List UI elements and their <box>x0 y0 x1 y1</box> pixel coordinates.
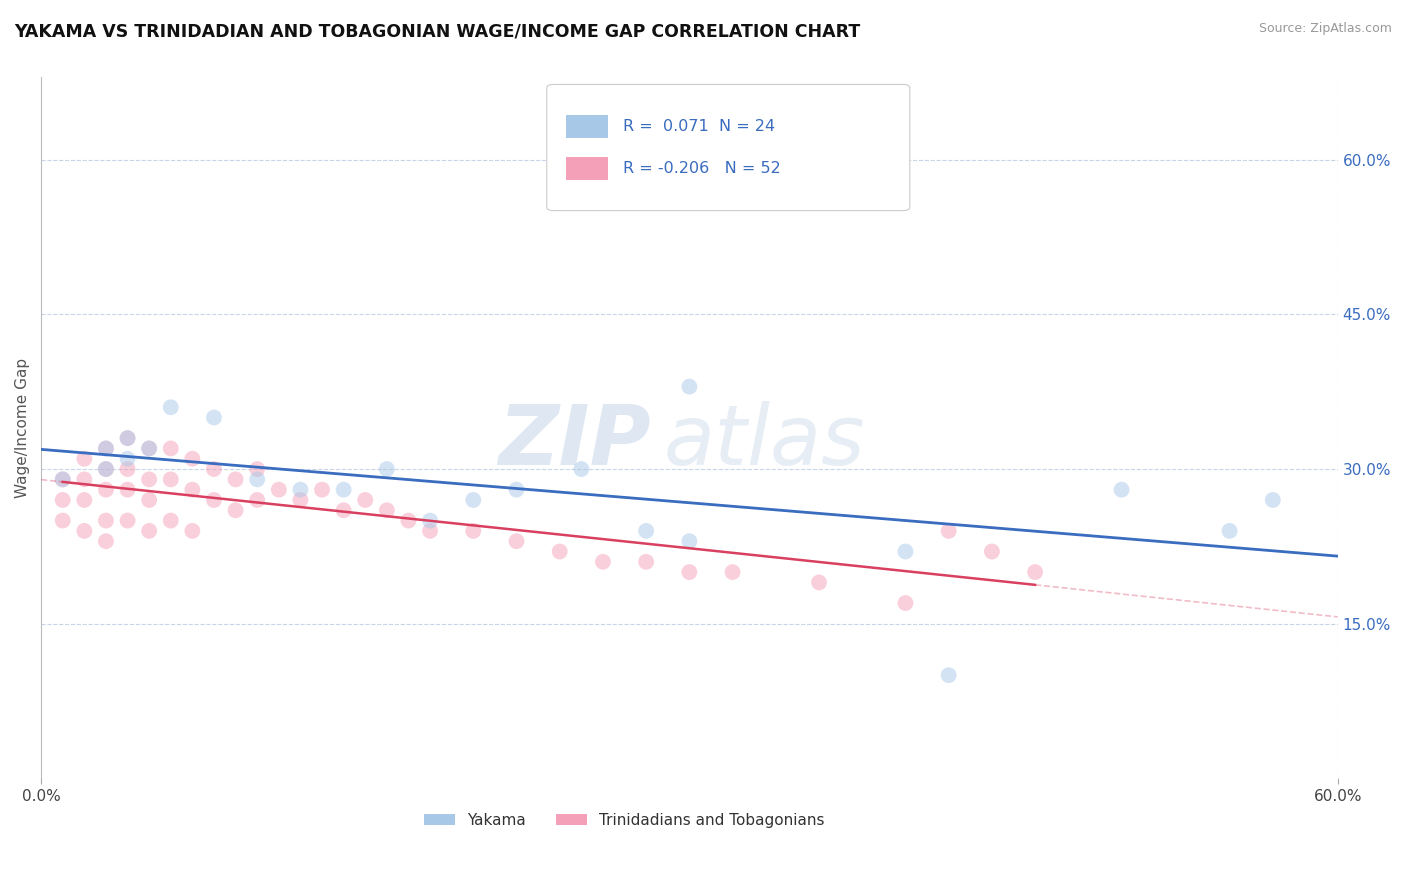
Point <box>159 401 181 415</box>
Point <box>202 493 225 508</box>
Point <box>117 431 139 445</box>
Point <box>311 483 333 497</box>
Point <box>894 596 917 610</box>
Point <box>894 544 917 558</box>
Point <box>202 462 225 476</box>
Point <box>159 442 181 456</box>
Point <box>592 555 614 569</box>
Text: Source: ZipAtlas.com: Source: ZipAtlas.com <box>1258 22 1392 36</box>
Point <box>94 462 117 476</box>
Point <box>569 462 592 476</box>
Point <box>419 514 441 528</box>
Point <box>138 524 160 538</box>
FancyBboxPatch shape <box>547 85 910 211</box>
Point <box>290 493 312 508</box>
Point <box>73 524 96 538</box>
Point <box>138 442 160 456</box>
Point <box>678 565 700 579</box>
Point <box>1111 483 1133 497</box>
Text: R =  0.071  N = 24: R = 0.071 N = 24 <box>623 119 775 134</box>
Point <box>117 483 139 497</box>
FancyBboxPatch shape <box>567 115 607 137</box>
Point <box>721 565 744 579</box>
Point <box>419 524 441 538</box>
Point <box>808 575 831 590</box>
Text: YAKAMA VS TRINIDADIAN AND TOBAGONIAN WAGE/INCOME GAP CORRELATION CHART: YAKAMA VS TRINIDADIAN AND TOBAGONIAN WAG… <box>14 22 860 40</box>
Point <box>94 442 117 456</box>
Point <box>636 524 658 538</box>
Point <box>332 503 354 517</box>
Legend: Yakama, Trinidadians and Tobagonians: Yakama, Trinidadians and Tobagonians <box>418 806 831 834</box>
Y-axis label: Wage/Income Gap: Wage/Income Gap <box>15 358 30 498</box>
Point <box>980 544 1002 558</box>
Point <box>375 503 398 517</box>
Point <box>1219 524 1241 538</box>
Point <box>246 462 269 476</box>
Point <box>138 442 160 456</box>
Point <box>267 483 290 497</box>
Text: atlas: atlas <box>664 401 865 483</box>
Point <box>159 514 181 528</box>
Point <box>505 534 527 549</box>
Point <box>52 472 75 486</box>
Point <box>181 524 204 538</box>
Point <box>94 483 117 497</box>
Point <box>94 442 117 456</box>
Point <box>52 493 75 508</box>
Point <box>94 534 117 549</box>
Point <box>398 514 420 528</box>
Point <box>181 483 204 497</box>
Point <box>73 493 96 508</box>
Point <box>52 472 75 486</box>
Point <box>117 431 139 445</box>
Point <box>463 524 485 538</box>
Point <box>678 379 700 393</box>
Point <box>290 483 312 497</box>
Point <box>1261 493 1284 508</box>
Text: R = -0.206   N = 52: R = -0.206 N = 52 <box>623 161 780 176</box>
Point <box>548 544 571 558</box>
Point <box>463 493 485 508</box>
Point <box>505 483 527 497</box>
Point <box>117 514 139 528</box>
Point <box>159 472 181 486</box>
Point <box>73 451 96 466</box>
Point <box>73 472 96 486</box>
Point <box>636 555 658 569</box>
Point <box>138 472 160 486</box>
Point <box>138 493 160 508</box>
Point <box>181 451 204 466</box>
Point <box>225 472 247 486</box>
Point <box>52 514 75 528</box>
Point <box>94 514 117 528</box>
FancyBboxPatch shape <box>567 157 607 180</box>
Point <box>94 462 117 476</box>
Point <box>938 524 960 538</box>
Point <box>225 503 247 517</box>
Point <box>678 534 700 549</box>
Text: ZIP: ZIP <box>498 401 651 483</box>
Point <box>1024 565 1046 579</box>
Point <box>332 483 354 497</box>
Point <box>202 410 225 425</box>
Point <box>246 493 269 508</box>
Point <box>375 462 398 476</box>
Point <box>117 462 139 476</box>
Point <box>354 493 377 508</box>
Point <box>938 668 960 682</box>
Point <box>246 472 269 486</box>
Point <box>117 451 139 466</box>
